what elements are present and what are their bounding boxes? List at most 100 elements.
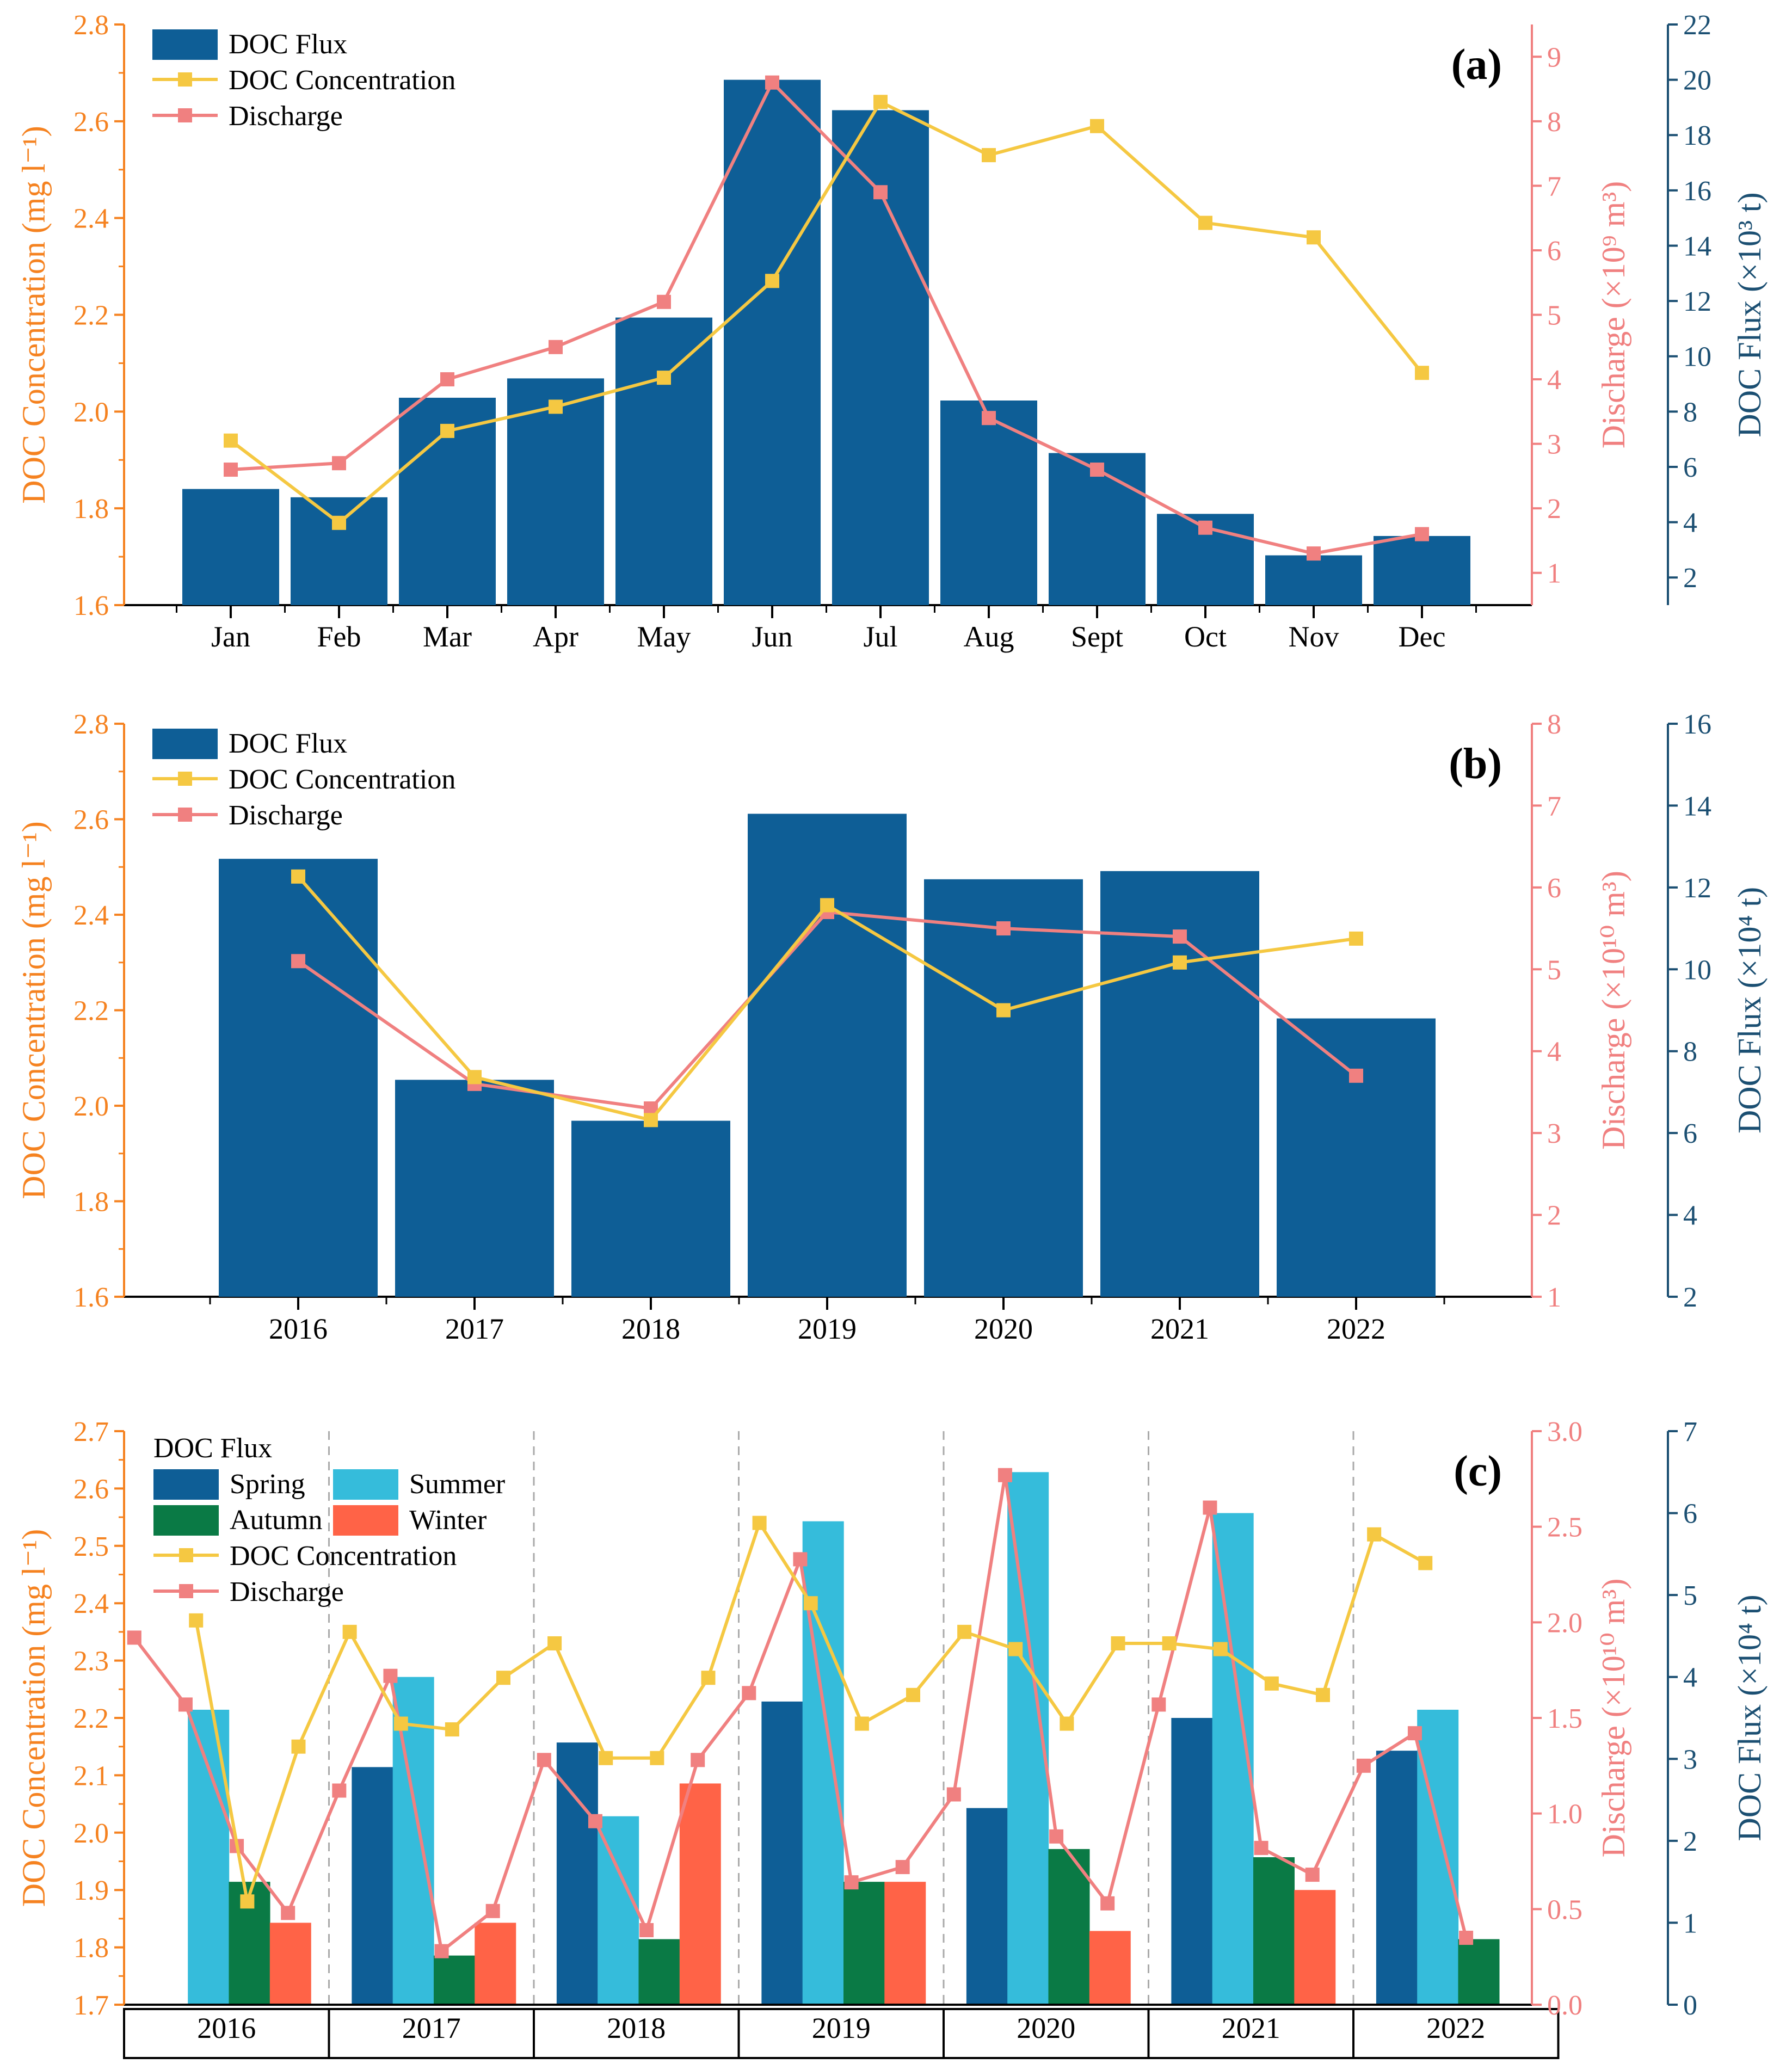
a-concentration-point bbox=[1307, 230, 1321, 245]
b-x-tick-label: 2019 bbox=[798, 1313, 857, 1345]
c-concentration-point bbox=[1418, 1556, 1433, 1570]
a-x-tick-label: Jan bbox=[211, 620, 250, 653]
a-flux-bar bbox=[832, 110, 929, 605]
c-legend-label: Discharge bbox=[230, 1576, 344, 1607]
c-concentration-point bbox=[393, 1716, 408, 1731]
a-x-tick-label: Apr bbox=[533, 620, 578, 653]
c-discharge-point bbox=[127, 1630, 141, 1645]
c-legend-season-label: Spring bbox=[230, 1469, 305, 1500]
a-left-axis-title: DOC Concentration (mg l⁻¹) bbox=[16, 126, 52, 504]
c-discharge-point bbox=[997, 1468, 1012, 1482]
a-right-tick-label: 18 bbox=[1683, 120, 1711, 151]
a-legend-marker bbox=[178, 108, 192, 122]
a-x-tick-label: Sept bbox=[1071, 620, 1123, 653]
c-left-tick-label: 2.4 bbox=[73, 1588, 109, 1619]
b-mid-tick-label: 5 bbox=[1547, 954, 1561, 985]
c-concentration-point bbox=[189, 1613, 204, 1628]
b-concentration-point bbox=[644, 1113, 658, 1128]
a-concentration-point bbox=[765, 274, 779, 288]
c-mid-tick-label: 0.5 bbox=[1547, 1894, 1582, 1925]
b-mid-tick-label: 3 bbox=[1547, 1118, 1561, 1149]
c-flux-bar-winter bbox=[1294, 1890, 1336, 2005]
c-concentration-point bbox=[1367, 1527, 1382, 1542]
c-legend-label: DOC Concentration bbox=[230, 1541, 457, 1572]
b-concentration-point bbox=[467, 1070, 482, 1085]
a-concentration-point bbox=[657, 371, 671, 385]
panel-b: 2016 2017 2018 2019 2020 2021 2022 1.6 1.8 2.0 2.2… bbox=[16, 709, 1768, 1345]
a-flux-bar bbox=[182, 489, 279, 605]
c-left-axis-title: DOC Concentration (mg l⁻¹) bbox=[16, 1529, 52, 1907]
c-left-tick-label: 1.9 bbox=[73, 1875, 109, 1906]
a-right-tick-label: 12 bbox=[1683, 286, 1711, 317]
c-mid-tick-label: 0.0 bbox=[1547, 1990, 1582, 2021]
a-flux-bar bbox=[1049, 453, 1146, 605]
a-x-tick-label: Jun bbox=[752, 620, 792, 653]
c-concentration-point bbox=[291, 1739, 306, 1754]
a-discharge-point bbox=[332, 456, 346, 471]
c-mid-axis-title: Discharge (×10¹⁰ m³) bbox=[1596, 1579, 1631, 1858]
a-mid-tick-label: 8 bbox=[1547, 107, 1561, 138]
b-left-tick-label: 1.8 bbox=[73, 1187, 109, 1218]
c-legend-season-label: Summer bbox=[409, 1469, 505, 1500]
c-discharge-point bbox=[1100, 1896, 1115, 1911]
c-discharge-point bbox=[895, 1860, 910, 1875]
a-mid-axis-title: Discharge (×10⁹ m³) bbox=[1596, 181, 1631, 449]
a-mid-tick-label: 6 bbox=[1547, 236, 1561, 267]
b-x-tick-label: 2020 bbox=[974, 1313, 1033, 1345]
a-x-tick-label: Aug bbox=[964, 620, 1014, 653]
c-concentration-point bbox=[547, 1636, 562, 1650]
a-mid-tick-label: 4 bbox=[1547, 365, 1561, 396]
c-flux-bar-autumn bbox=[843, 1882, 885, 2005]
c-discharge-point bbox=[434, 1944, 449, 1958]
a-left-tick-label: 1.6 bbox=[73, 590, 109, 621]
a-flux-bar bbox=[724, 79, 821, 606]
a-discharge-line bbox=[230, 79, 1422, 556]
b-right-tick-label: 2 bbox=[1683, 1282, 1697, 1313]
a-discharge-point bbox=[982, 411, 996, 426]
c-flux-bar-summer bbox=[188, 1709, 230, 2005]
c-x-tick-label: 2020 bbox=[1017, 2012, 1075, 2044]
c-left-tick-label: 2.6 bbox=[73, 1474, 109, 1505]
b-x-tick-label: 2016 bbox=[269, 1313, 328, 1345]
a-mid-tick-label: 5 bbox=[1547, 300, 1561, 331]
a-right-tick-label: 2 bbox=[1683, 563, 1697, 594]
b-x-tick-label: 2022 bbox=[1327, 1313, 1385, 1345]
b-panel-label: (b) bbox=[1449, 740, 1502, 788]
b-mid-tick-label: 8 bbox=[1547, 709, 1561, 740]
a-right-tick-label: 4 bbox=[1683, 508, 1697, 539]
b-flux-bar bbox=[748, 814, 907, 1297]
b-right-tick-label: 16 bbox=[1683, 709, 1711, 740]
c-discharge-point bbox=[1203, 1500, 1217, 1515]
c-flux-bar-autumn bbox=[638, 1939, 680, 2005]
c-panel-label: (c) bbox=[1454, 1447, 1502, 1495]
a-left-tick-label: 2.2 bbox=[73, 300, 109, 331]
c-legend-season-swatch bbox=[333, 1505, 398, 1536]
c-right-tick-label: 1 bbox=[1683, 1908, 1697, 1939]
a-concentration-point bbox=[440, 423, 454, 438]
a-x-tick-label: Mar bbox=[423, 620, 472, 653]
c-concentration-point bbox=[1264, 1676, 1279, 1691]
b-left-tick-label: 2.6 bbox=[73, 805, 109, 836]
a-concentration-point bbox=[1090, 119, 1104, 133]
c-mid-tick-label: 1.0 bbox=[1547, 1799, 1582, 1830]
c-discharge-point bbox=[946, 1787, 961, 1802]
c-left-tick-label: 2.2 bbox=[73, 1703, 109, 1734]
b-legend-marker bbox=[178, 808, 192, 822]
b-legend-flux-swatch bbox=[152, 729, 218, 759]
c-flux-bar-spring bbox=[1171, 1718, 1213, 2005]
c-discharge-point bbox=[1049, 1829, 1064, 1844]
c-concentration-point bbox=[342, 1624, 357, 1639]
b-legend-label: DOC Concentration bbox=[229, 764, 455, 795]
b-legend-marker bbox=[178, 772, 192, 786]
c-flux-bar-spring bbox=[761, 1701, 803, 2005]
a-x-tick-label: Jul bbox=[863, 620, 897, 653]
c-flux-bar-winter bbox=[679, 1783, 721, 2005]
c-left-tick-label: 1.8 bbox=[73, 1933, 109, 1964]
a-right-axis-title: DOC Flux (×10³ t) bbox=[1732, 192, 1768, 437]
c-left-tick-label: 2.3 bbox=[73, 1646, 109, 1677]
c-left-tick-label: 2.0 bbox=[73, 1818, 109, 1849]
c-mid-tick-label: 2.5 bbox=[1547, 1512, 1582, 1543]
a-left-tick-label: 2.6 bbox=[73, 107, 109, 138]
c-left-tick-label: 2.7 bbox=[73, 1416, 109, 1447]
c-right-tick-label: 3 bbox=[1683, 1744, 1697, 1775]
